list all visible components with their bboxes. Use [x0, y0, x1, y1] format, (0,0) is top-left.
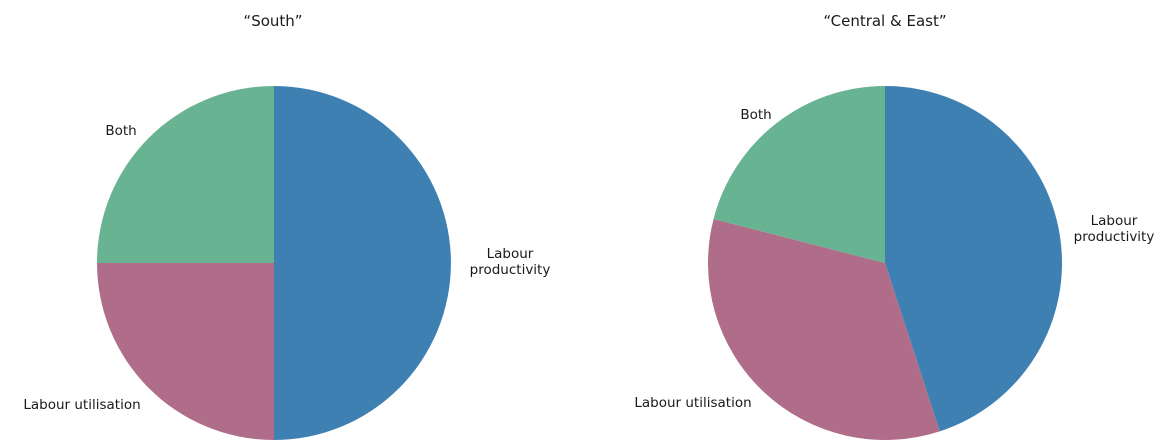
pie-chart-south: “South” Labour productivity Labour utilisa…	[23, 12, 550, 440]
pie-slice-south-labour-productivity	[274, 86, 451, 440]
pie-labels-south: Labour productivity Labour utilisation Both	[23, 123, 550, 413]
slice-label-central-east-both: Both	[740, 107, 771, 123]
pie-labels-central-east: Labour productivity Labour utilisation Both	[634, 107, 1154, 411]
pie-slice-central-east-labour-productivity	[885, 86, 1063, 432]
slice-label-central-east-labour-productivity: Labour productivity	[1074, 213, 1155, 245]
slice-label-south-labour-productivity: Labour productivity	[470, 246, 551, 278]
chart-title-central-east: “Central & East”	[823, 12, 946, 30]
slice-label-south-labour-utilisation: Labour utilisation	[23, 397, 140, 413]
pie-slice-central-east-both	[713, 85, 885, 263]
slice-label-central-east-labour-utilisation: Labour utilisation	[634, 395, 751, 411]
pie-slices-central-east	[708, 85, 1063, 440]
pie-slices-south	[97, 86, 451, 440]
chart-title-south: “South”	[243, 12, 302, 30]
slice-label-south-both: Both	[105, 123, 136, 139]
pie-slice-south-both	[97, 86, 274, 263]
pie-chart-central-east: “Central & East” Labour productivityLabou…	[634, 12, 1154, 440]
pie-slice-south-labour-utilisation	[97, 263, 274, 440]
pie-slice-central-east-labour-utilisation	[708, 218, 940, 440]
